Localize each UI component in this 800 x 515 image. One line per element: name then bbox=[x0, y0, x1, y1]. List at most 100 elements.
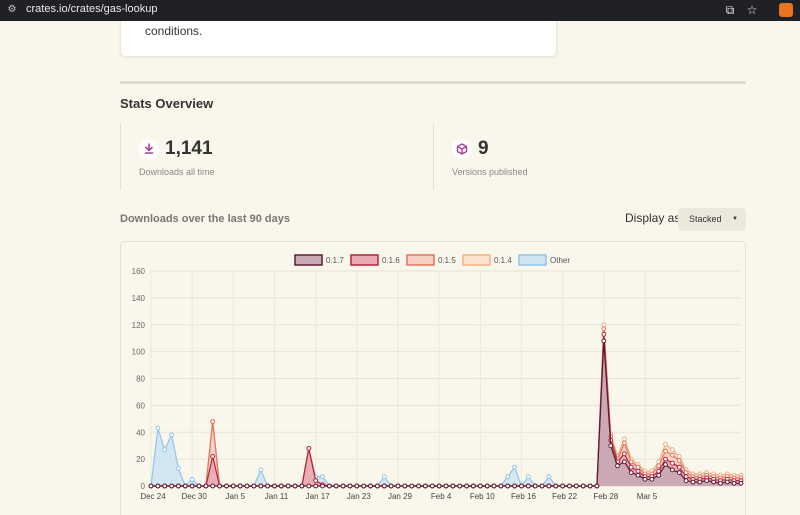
y-tick-label: 160 bbox=[132, 267, 146, 276]
data-point-0.1.7 bbox=[635, 472, 641, 478]
data-point-0.1.7 bbox=[580, 483, 586, 489]
data-point-0.1.7 bbox=[320, 483, 325, 489]
data-point-0.1.7 bbox=[656, 472, 662, 478]
data-point-0.1.7 bbox=[724, 479, 730, 485]
data-point-0.1.7 bbox=[244, 483, 250, 489]
data-point-0.1.7 bbox=[327, 483, 332, 489]
legend-item: 0.1.7 bbox=[294, 254, 344, 266]
legend-item: 0.1.4 bbox=[462, 254, 512, 266]
install-app-icon[interactable]: ⧉ bbox=[725, 3, 735, 17]
data-point-0.1.7 bbox=[718, 480, 723, 486]
data-point-0.1.7 bbox=[361, 483, 367, 489]
x-tick-label: Feb 4 bbox=[431, 492, 452, 501]
data-point-0.1.7 bbox=[690, 479, 696, 485]
data-point-0.1.5 bbox=[210, 419, 216, 424]
legend-label: Other bbox=[550, 256, 570, 265]
data-point-0.1.6 bbox=[622, 451, 627, 457]
data-point-0.1.7 bbox=[450, 483, 456, 489]
legend-swatch bbox=[294, 254, 323, 266]
data-point-0.1.7 bbox=[313, 483, 319, 489]
data-point-Other bbox=[189, 476, 195, 482]
data-point-0.1.7 bbox=[148, 483, 154, 489]
downloads-label: Downloads all time bbox=[139, 167, 215, 177]
data-point-0.1.7 bbox=[546, 483, 552, 489]
display-mode-select[interactable]: Stacked ▼ bbox=[678, 208, 746, 231]
address-bar[interactable]: crates.io/crates/gas-lookup bbox=[26, 3, 158, 15]
data-point-Other bbox=[381, 474, 387, 480]
legend-swatch bbox=[350, 254, 379, 266]
description-text: conditions. bbox=[145, 24, 203, 38]
data-point-0.1.7 bbox=[567, 483, 572, 489]
data-point-0.1.6 bbox=[676, 464, 682, 470]
package-icon bbox=[452, 139, 472, 159]
data-point-Other bbox=[155, 425, 161, 431]
legend-item: Other bbox=[518, 254, 570, 266]
extension-icon[interactable] bbox=[779, 3, 793, 17]
legend-item: 0.1.6 bbox=[350, 254, 400, 266]
data-point-0.1.7 bbox=[292, 483, 298, 489]
legend-swatch bbox=[462, 254, 491, 266]
data-point-0.1.6 bbox=[683, 474, 689, 480]
site-settings-icon[interactable]: ⚙ bbox=[7, 4, 17, 15]
data-point-0.1.6 bbox=[635, 468, 641, 474]
x-tick-label: Feb 22 bbox=[552, 492, 577, 501]
x-tick-label: Mar 5 bbox=[637, 492, 658, 501]
series-line-0.1.7 bbox=[151, 340, 741, 487]
data-point-0.1.7 bbox=[176, 483, 181, 489]
downloads-chart-title: Downloads over the last 90 days bbox=[120, 213, 290, 225]
data-point-0.1.6 bbox=[210, 454, 216, 459]
stat-downloads: 1,141 Downloads all time bbox=[120, 124, 433, 190]
data-point-0.1.7 bbox=[670, 467, 675, 473]
data-point-0.1.7 bbox=[464, 483, 470, 489]
y-tick-label: 60 bbox=[136, 401, 145, 410]
data-point-0.1.5 bbox=[663, 448, 668, 454]
data-point-0.1.7 bbox=[230, 483, 236, 489]
data-point-0.1.7 bbox=[608, 443, 614, 449]
x-tick-label: Feb 28 bbox=[593, 492, 618, 501]
y-tick-label: 120 bbox=[132, 321, 146, 330]
section-divider bbox=[120, 81, 746, 84]
data-point-0.1.7 bbox=[203, 483, 209, 489]
browser-bar: ⚙ crates.io/crates/gas-lookup ⧉ ☆ bbox=[0, 0, 800, 21]
data-point-0.1.7 bbox=[306, 483, 312, 489]
data-point-0.1.4 bbox=[676, 454, 682, 459]
x-tick-label: Dec 30 bbox=[181, 492, 207, 501]
data-point-0.1.7 bbox=[155, 483, 161, 489]
data-point-Other bbox=[258, 467, 264, 473]
series-area-0.1.5 bbox=[151, 328, 741, 486]
display-as-label: Display as bbox=[625, 211, 681, 225]
data-point-0.1.7 bbox=[189, 483, 195, 489]
data-point-0.1.7 bbox=[395, 483, 401, 489]
bookmark-star-icon[interactable]: ☆ bbox=[746, 3, 758, 17]
data-point-0.1.7 bbox=[278, 483, 284, 489]
data-point-0.1.7 bbox=[210, 483, 216, 489]
series-area-0.1.6 bbox=[151, 334, 741, 486]
data-point-0.1.7 bbox=[738, 480, 744, 486]
data-point-0.1.7 bbox=[532, 483, 538, 489]
data-point-0.1.7 bbox=[299, 483, 305, 489]
legend-item: 0.1.5 bbox=[406, 254, 456, 266]
data-point-0.1.4 bbox=[670, 447, 675, 453]
downloads-chart: 0 20 40 60 80 100 120 140 160 Dec 24 Dec 30 Jan 5 Ja… bbox=[120, 241, 746, 515]
description-card: conditions. bbox=[120, 21, 557, 57]
y-tick-label: 80 bbox=[136, 375, 145, 384]
downloads-count: 1,141 bbox=[165, 138, 213, 159]
data-point-Other bbox=[162, 447, 168, 453]
data-point-0.1.7 bbox=[285, 483, 291, 489]
data-point-Other bbox=[505, 474, 511, 480]
legend-label: 0.1.5 bbox=[438, 256, 456, 265]
data-point-0.1.7 bbox=[676, 470, 682, 476]
legend-label: 0.1.7 bbox=[326, 256, 344, 265]
data-point-Other bbox=[176, 466, 181, 471]
data-point-0.1.7 bbox=[340, 483, 346, 489]
data-point-0.1.5 bbox=[622, 440, 627, 446]
data-point-0.1.7 bbox=[539, 483, 545, 489]
data-point-0.1.6 bbox=[313, 478, 319, 484]
y-tick-label: 0 bbox=[141, 482, 146, 491]
data-point-0.1.7 bbox=[169, 483, 174, 489]
x-tick-label: Dec 24 bbox=[140, 492, 166, 501]
data-point-0.1.4 bbox=[663, 441, 668, 447]
data-point-0.1.7 bbox=[683, 478, 689, 484]
series-line-0.1.6 bbox=[151, 334, 741, 487]
data-point-0.1.7 bbox=[573, 483, 579, 489]
